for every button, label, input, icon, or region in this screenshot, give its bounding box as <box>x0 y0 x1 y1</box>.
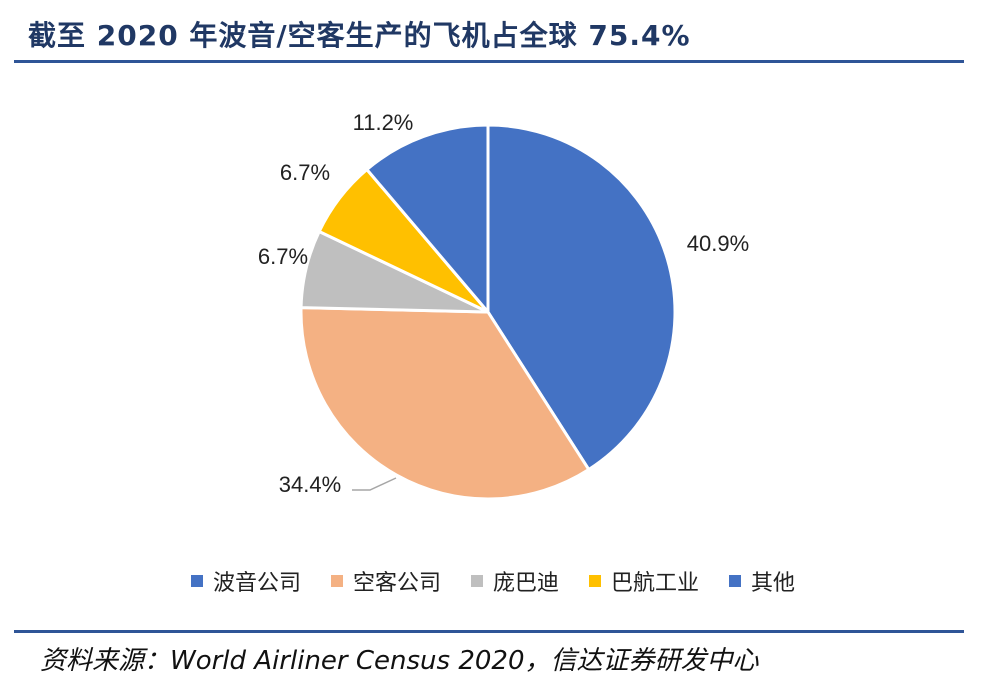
data-label-embraer: 6.7% <box>280 160 330 185</box>
legend-label: 波音公司 <box>212 571 301 596</box>
legend-label: 庞巴迪 <box>492 571 559 596</box>
data-label-bombardier: 6.7% <box>258 244 308 269</box>
data-label-other: 11.2% <box>353 110 414 135</box>
legend-label: 巴航工业 <box>611 571 700 596</box>
chart-title: 截至 2020 年波音/空客生产的飞机占全球 75.4% <box>28 19 691 52</box>
legend-swatch <box>729 575 742 587</box>
source-note: 资料来源：World Airliner Census 2020，信达证券研发中心 <box>40 646 759 676</box>
legend-item-boeing: 波音公司 <box>190 565 301 597</box>
legend-swatch <box>470 575 483 587</box>
pie-slice-other <box>364 123 490 317</box>
data-label-airbus: 34.4% <box>279 472 341 497</box>
legend-item-other: 其他 <box>729 565 795 597</box>
footer-divider <box>14 630 964 633</box>
legend-swatch <box>190 575 203 587</box>
legend-item-airbus: 空客公司 <box>330 565 441 597</box>
chart-legend: 波音公司 空客公司 庞巴迪 巴航工业 其他 <box>0 565 986 597</box>
legend-label: 其他 <box>751 571 796 596</box>
legend-item-bombardier: 庞巴迪 <box>470 565 559 597</box>
data-label-boeing: 40.9% <box>687 231 749 256</box>
legend-swatch <box>330 575 343 587</box>
legend-item-embraer: 巴航工业 <box>589 565 699 597</box>
legend-label: 空客公司 <box>352 571 441 596</box>
leader-line-airbus <box>352 477 397 491</box>
legend-swatch <box>589 575 601 587</box>
pie-slice-airbus <box>299 306 591 501</box>
pie-chart: 40.9% 34.4% 6.7% 6.7% 11.2% <box>258 110 749 501</box>
title-divider <box>14 60 964 63</box>
